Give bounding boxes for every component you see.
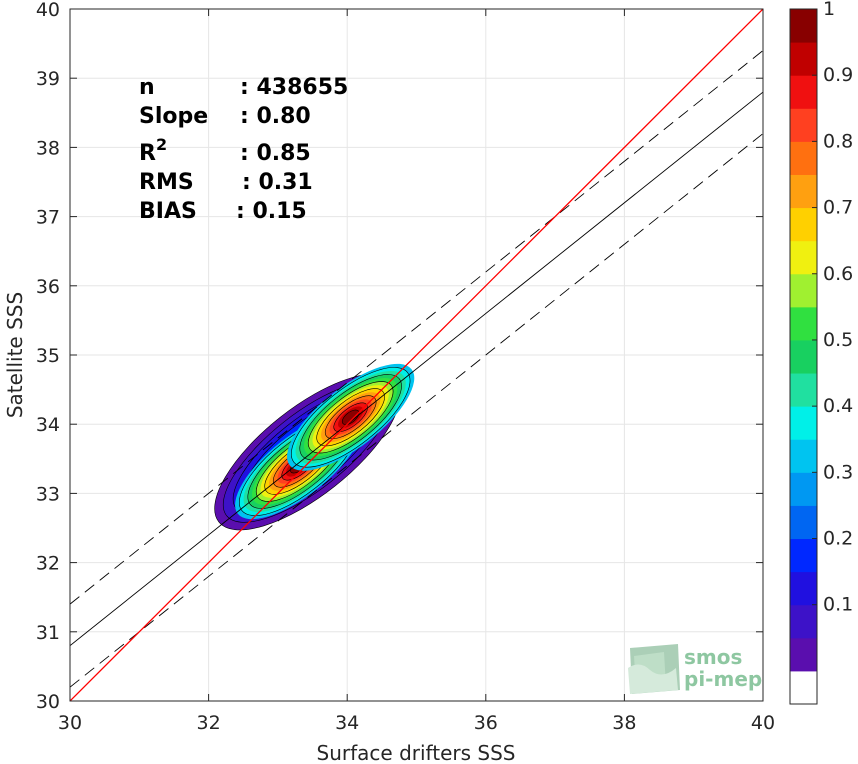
stat-label: Slope [139,104,208,129]
y-axis-label: Satellite SSS [3,292,27,418]
colorbar: 0.1 0.2 0.3 0.4 0.5 0.6 0.7 0.8 0.9 1 [789,0,853,705]
y-tick-label: 40 [36,0,60,21]
y-tick-label: 34 [36,414,60,436]
y-tick-label: 37 [36,207,60,229]
colorbar-segment [790,538,817,573]
smos-pi-mep-logo: smos pi-mep [628,644,762,694]
regression-lines [70,9,763,701]
colorbar-segment [790,42,817,76]
colorbar-tick-label: 0.8 [823,130,853,152]
colorbar-segment [790,406,817,440]
colorbar-tick-label: 0.2 [823,528,853,550]
stat-label: RMS [139,170,194,195]
regression-line [70,91,763,646]
colorbar-segment [790,604,817,639]
colorbar-tick-label: 0.5 [823,329,853,351]
stat-label: BIAS [139,199,197,224]
y-tick-label: 36 [36,276,60,298]
density-contours [214,363,415,531]
y-tick-label: 35 [36,345,60,367]
logo-line2: pi-mep [684,667,762,691]
colorbar-segment [790,306,817,341]
colorbar-segment [790,108,817,142]
colorbar-segment [790,174,817,209]
y-tick-label: 33 [36,483,60,505]
regression-lower-bound-line [70,133,763,688]
y-tick-label: 32 [36,553,60,575]
colorbar-segment [790,571,817,606]
colorbar-segment [790,439,817,473]
colorbar-frame [789,8,818,705]
stat-value: : 0.80 [240,104,311,129]
colorbar-segment [790,9,817,43]
colorbar-segment [790,373,817,407]
colorbar-tick-label: 0.7 [823,197,853,219]
colorbar-segment [790,670,817,705]
colorbar-segment [790,141,817,175]
stat-value: : 0.31 [242,170,313,195]
colorbar-tick-label: 1 [823,0,835,20]
stat-label: n [139,75,155,100]
colorbar-segment [790,207,817,242]
regression-upper-bound-line [70,50,763,605]
colorbar-segment [790,339,817,374]
stat-value: : 0.15 [236,199,307,224]
colorbar-segment [790,505,817,540]
y-tick-label: 31 [36,622,60,644]
axis-ticks: 30 32 34 36 38 40 30 31 32 33 34 35 36 37 38 39 40 [36,0,775,734]
x-tick-label: 40 [751,712,775,734]
colorbar-tick-label: 0.4 [823,395,853,417]
y-tick-label: 39 [36,68,60,90]
identity-line [70,9,763,701]
colorbar-segment [790,240,817,275]
colorbar-tick-label: 0.1 [823,594,853,616]
colorbar-tick-label: 0.6 [823,263,853,285]
logo-line1: smos [684,645,742,669]
x-tick-label: 32 [197,712,221,734]
density-contour [341,409,360,425]
colorbar-tick-label: 0.3 [823,461,853,483]
colorbar-tick-label: 0.9 [823,64,853,86]
stat-value: : 438655 [240,75,348,100]
x-tick-label: 36 [474,712,498,734]
x-tick-label: 34 [335,712,359,734]
y-tick-label: 30 [36,691,60,713]
grid-lines [69,8,764,702]
colorbar-segment [790,637,817,672]
x-tick-label: 38 [612,712,636,734]
y-tick-label: 38 [36,137,60,159]
colorbar-segment [790,75,817,109]
x-axis-label: Surface drifters SSS [317,741,516,764]
logo-emblem-icon [628,644,680,694]
colorbar-segment [790,472,817,506]
colorbar-segment [790,273,817,308]
x-tick-label: 30 [58,712,82,734]
stat-value: : 0.85 [240,141,311,166]
